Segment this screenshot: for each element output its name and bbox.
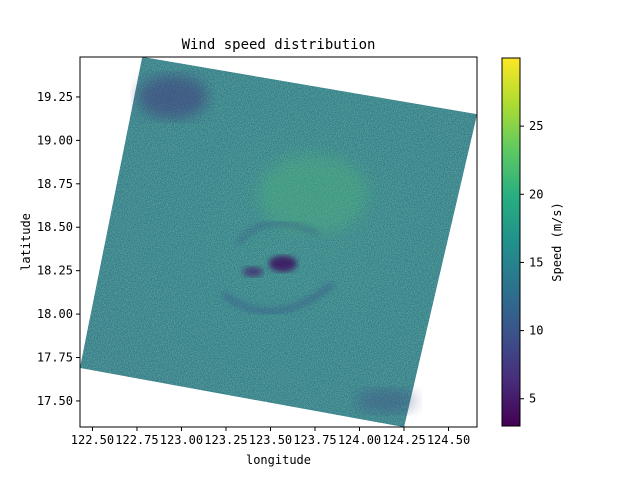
x-tick-label: 124.25 xyxy=(382,433,425,447)
calm-region-south xyxy=(356,388,417,413)
colorbar-tick-label: 25 xyxy=(529,119,543,133)
colorbar-tick-label: 15 xyxy=(529,255,543,269)
storm-eye xyxy=(268,255,297,272)
eyewall-arc xyxy=(235,220,319,246)
rain-band xyxy=(221,281,335,315)
colorbar-tick-label: 20 xyxy=(529,187,543,201)
storm-features xyxy=(137,74,417,413)
chart-title: Wind speed distribution xyxy=(182,37,376,53)
x-tick-label: 123.00 xyxy=(160,433,203,447)
y-tick-label: 19.00 xyxy=(37,133,73,147)
colorbar-gradient xyxy=(501,57,521,427)
x-axis-label: longitude xyxy=(246,453,311,467)
y-axis-label: latitude xyxy=(19,213,33,271)
y-tick-label: 17.50 xyxy=(37,394,73,408)
y-tick-label: 17.75 xyxy=(37,351,73,365)
x-tick-label: 122.50 xyxy=(71,433,114,447)
y-axis: 17.50 17.75 18.00 18.25 18.50 18.75 19.00 19.25 xyxy=(37,90,80,408)
y-tick-label: 18.75 xyxy=(37,177,73,191)
calm-region xyxy=(137,74,208,119)
low-wind-patch xyxy=(242,266,263,277)
swath-texture xyxy=(80,57,477,427)
colorbar-ticks: 5 10 15 20 25 xyxy=(520,119,543,406)
x-tick-label: 124.50 xyxy=(427,433,470,447)
high-wind-band xyxy=(257,153,368,234)
x-tick-label: 122.75 xyxy=(115,433,158,447)
x-tick-label: 124.00 xyxy=(338,433,381,447)
colorbar-tick-label: 10 xyxy=(529,324,543,338)
y-tick-label: 18.25 xyxy=(37,264,73,278)
colorbar: 5 10 15 20 25 Speed (m/s) xyxy=(501,57,564,427)
x-tick-label: 123.75 xyxy=(293,433,336,447)
x-axis: 122.50 122.75 123.00 123.25 123.50 123.75 124.… xyxy=(71,427,470,447)
y-tick-label: 18.00 xyxy=(37,307,73,321)
y-tick-label: 18.50 xyxy=(37,220,73,234)
x-tick-label: 123.50 xyxy=(249,433,292,447)
colorbar-label: Speed (m/s) xyxy=(550,202,564,281)
y-tick-label: 19.25 xyxy=(37,90,73,104)
colorbar-tick-label: 5 xyxy=(529,392,536,406)
plot-frame xyxy=(79,56,478,428)
x-tick-label: 123.25 xyxy=(204,433,247,447)
plot-area xyxy=(80,57,477,427)
